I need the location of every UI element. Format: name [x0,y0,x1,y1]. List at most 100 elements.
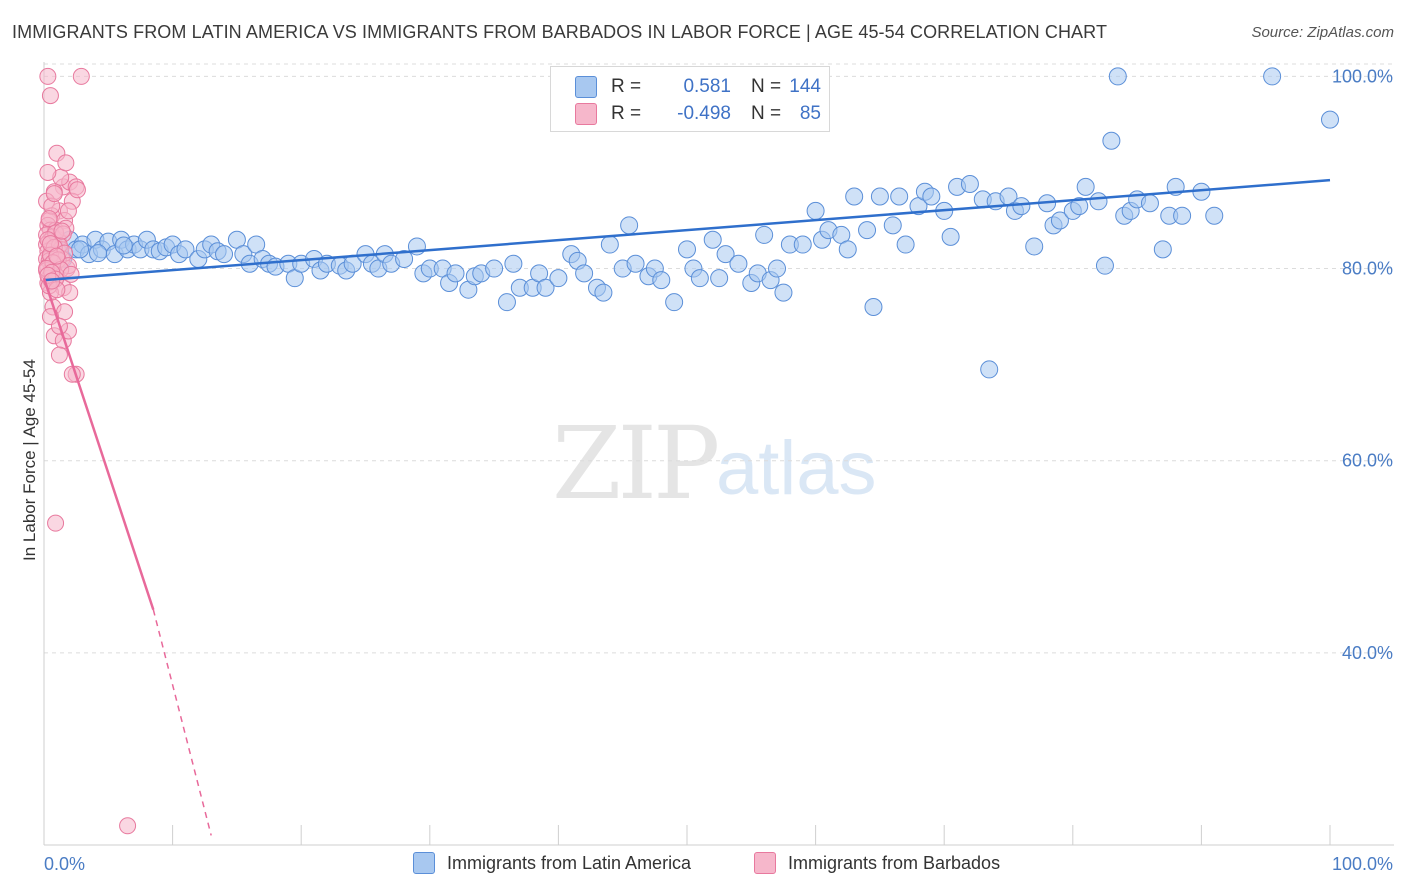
data-point-latin-america [845,187,864,206]
data-point-latin-america [485,259,504,278]
legend-label-barbados: Immigrants from Barbados [788,852,1001,873]
data-point-barbados [62,265,80,283]
data-point-latin-america [1095,256,1114,275]
watermark-zip: ZIP [552,405,720,522]
y-tick-label: 60.0% [1342,451,1393,471]
data-point-barbados [45,185,63,203]
legend-label-latin-america: Immigrants from Latin America [447,852,692,873]
data-point-latin-america [1050,211,1069,230]
data-point-latin-america [941,227,960,246]
data-point-latin-america [806,201,825,220]
data-point-barbados [47,514,65,532]
data-point-latin-america [858,221,877,240]
data-point-latin-america [1140,194,1159,213]
data-point-latin-america [71,240,90,259]
data-point-latin-america [176,240,195,259]
grid-lines [44,63,1394,654]
data-point-latin-america [883,216,902,235]
data-point-latin-america [690,269,709,288]
legend-r-value: -0.498 [677,103,731,124]
data-point-latin-america [89,244,108,263]
data-point-latin-america [703,230,722,249]
legend-row-latin-america: R = 0.581 N = 144 [575,74,821,100]
data-point-latin-america [1012,197,1031,216]
legend-r-label: R = [611,103,642,124]
data-point-barbados [56,303,74,321]
data-point-barbados [40,210,58,228]
data-point-latin-america [710,269,729,288]
data-point-latin-america [890,187,909,206]
data-point-barbados [50,346,68,364]
y-tick-label: 80.0% [1342,259,1393,279]
data-point-latin-america [395,249,414,268]
data-point-latin-america [793,235,812,254]
legend-n-value: 144 [789,76,821,97]
correlation-legend: R = 0.581 N = 144 R = -0.498 N = 85 [550,66,830,132]
data-point-barbados [48,247,66,265]
data-point-latin-america [215,245,234,264]
data-point-latin-america [665,293,684,312]
legend-swatch-blue [413,852,435,874]
trend-line-barbados [42,277,155,611]
data-point-latin-america [922,187,941,206]
legend-n-label: N = [751,76,782,97]
axes [43,62,1394,846]
y-tick-label: 100.0% [1332,66,1393,86]
legend-row-barbados: R = -0.498 N = 85 [575,101,821,127]
data-point-latin-america [716,245,735,264]
legend-r-label: R = [611,76,642,97]
legend-swatch-blue [575,76,597,98]
data-point-latin-america [1025,237,1044,256]
data-point-barbados [57,154,75,172]
data-point-latin-america [1205,206,1224,225]
legend-swatch-pink [754,852,776,874]
data-point-latin-america [497,293,516,312]
legend-r-value: 0.581 [683,76,731,97]
data-point-latin-america [838,240,857,259]
x-tick-label: 100.0% [1332,854,1393,874]
data-point-latin-america [980,360,999,379]
data-point-barbados [53,222,71,240]
data-point-latin-america [620,216,639,235]
chart-title: IMMIGRANTS FROM LATIN AMERICA VS IMMIGRA… [12,22,1108,42]
tick-labels: 40.0% 60.0% 80.0% 100.0% 0.0% 100.0% [44,66,1393,874]
data-point-latin-america [864,297,883,316]
data-point-latin-america [600,235,619,254]
data-point-latin-america [594,283,613,302]
legend-item-barbados[interactable]: Immigrants from Barbados [754,852,1000,874]
data-point-latin-america [575,264,594,283]
series-barbados-points [38,67,137,835]
series-latin-america-points [47,67,1339,379]
data-point-latin-america [768,259,787,278]
data-point-latin-america [446,264,465,283]
data-point-latin-america [1070,197,1089,216]
source-credit: Source: ZipAtlas.com [1251,24,1394,41]
data-point-latin-america [729,254,748,273]
legend-n-label: N = [751,103,782,124]
data-point-barbados [72,67,90,85]
legend-item-latin-america[interactable]: Immigrants from Latin America [413,852,691,874]
data-point-latin-america [774,283,793,302]
data-point-barbados [68,181,86,199]
data-point-latin-america [1076,177,1095,196]
data-point-barbados [119,817,137,835]
data-point-latin-america [1108,67,1127,86]
series-legend: Immigrants from Latin America Immigrants… [0,852,1406,876]
data-point-barbados [41,87,59,105]
data-point-latin-america [870,187,889,206]
legend-n-value: 85 [799,103,821,124]
data-point-latin-america [504,254,523,273]
data-point-latin-america [1153,240,1172,259]
data-point-latin-america [678,240,696,259]
data-point-latin-america [549,269,568,288]
x-tick-label: 0.0% [44,854,85,874]
data-point-latin-america [626,254,645,273]
y-tick-label: 40.0% [1342,643,1393,663]
data-point-latin-america [1089,192,1108,211]
data-point-barbados [59,202,77,220]
data-point-latin-america [1321,110,1339,129]
data-point-latin-america [114,236,133,255]
data-point-latin-america [1263,67,1282,86]
data-point-barbados [39,163,57,181]
